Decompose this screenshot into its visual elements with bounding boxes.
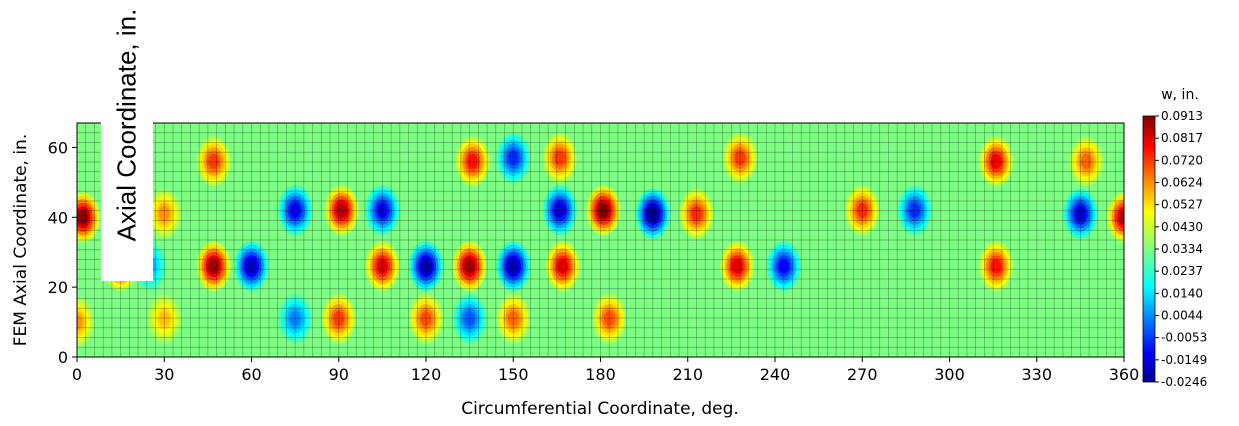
colorbar-tick-label: 0.0624 [1161, 176, 1203, 190]
field-extremum-9 [496, 241, 531, 292]
x-tick-label: 210 [672, 365, 703, 384]
y-axis-label: FEM Axial Coordinate, in. [11, 134, 31, 346]
field-extremum-36 [147, 293, 182, 344]
colorbar-tick-label: 0.0817 [1161, 131, 1203, 145]
colorbar-tick-label: 0.0140 [1161, 286, 1203, 300]
x-tick-label: 60 [241, 365, 261, 384]
field-extremum-23 [542, 132, 577, 183]
overlay-label-box [101, 0, 153, 281]
colorbar: 0.0913 0.0817 0.0720 0.0624 0.0527 0.0430 0.03… [1142, 109, 1207, 389]
field-extremum-21 [455, 136, 490, 187]
x-tick-label: 150 [498, 365, 529, 384]
y-tick-label: 40 [48, 208, 68, 227]
x-tick-label: 30 [154, 365, 174, 384]
x-tick-label: 240 [760, 365, 791, 384]
field-extremum-39 [545, 241, 580, 292]
field-extremum-17 [897, 185, 932, 236]
field-extremum-8 [452, 241, 487, 292]
colorbar-tick-label: -0.0053 [1161, 331, 1207, 345]
field-extremum-35 [77, 297, 94, 348]
field-extremum-0 [77, 192, 100, 243]
colorbar-title: w, in. [1161, 87, 1199, 103]
field-extremum-14 [720, 241, 755, 292]
field-extremum-11 [586, 185, 621, 236]
field-extremum-1 [147, 188, 182, 239]
x-tick-label: 330 [1021, 365, 1052, 384]
colorbar-tick-label: 0.0430 [1161, 220, 1203, 234]
field-extremum-38 [496, 293, 531, 344]
field-extremum-6 [365, 185, 400, 236]
colorbar-tick-label: 0.0720 [1161, 153, 1203, 167]
colorbar-tick-label: 0.0334 [1161, 242, 1203, 256]
colorbar-tick-label: -0.0246 [1161, 375, 1207, 389]
field-extremum-15 [766, 241, 801, 292]
axes: 0 30 60 90 120 150 180 210 240 270 300 330 360 0 20 40 6… [48, 122, 1140, 384]
field-extremum-4 [278, 185, 313, 236]
y-tick-label: 0 [58, 348, 68, 367]
x-tick-label: 360 [1109, 365, 1140, 384]
field-extremum-30 [321, 293, 356, 344]
plot-area [77, 123, 1124, 357]
field-extremum-18 [979, 241, 1014, 292]
field-extremum-3 [234, 241, 269, 292]
field-extremum-32 [365, 241, 400, 292]
colorbar-tick-label: 0.0044 [1161, 309, 1203, 323]
colorbar-tick-label: 0.0527 [1161, 198, 1203, 212]
field-extremum-27 [196, 136, 231, 187]
mesh-grid [77, 123, 1124, 357]
x-tick-label: 120 [411, 365, 442, 384]
colorbar-gradient [1142, 115, 1156, 383]
field-extremum-13 [679, 188, 714, 239]
field-extremum-10 [542, 185, 577, 236]
field-extremum-12 [635, 188, 670, 239]
x-tick-label: 270 [847, 365, 878, 384]
x-axis-label: Circumferential Coordinate, deg. [461, 399, 739, 419]
field-extremum-25 [979, 136, 1014, 187]
x-tick-label: 180 [585, 365, 616, 384]
colorbar-tick-label: 0.0237 [1161, 264, 1203, 278]
x-tick-label: 300 [934, 365, 965, 384]
field-extremum-19 [1063, 188, 1098, 239]
x-tick-label: 90 [329, 365, 349, 384]
field-extremum-24 [723, 132, 758, 183]
field-extremum-37 [452, 293, 487, 344]
field-extremum-20 [1107, 192, 1124, 243]
x-tick-label: 0 [72, 365, 82, 384]
colorbar-tick-label: -0.0149 [1161, 353, 1207, 367]
field-extremum-26 [1069, 136, 1104, 187]
field-extremum-33 [592, 293, 627, 344]
field-extremum-5 [324, 185, 359, 236]
field-extremum-16 [845, 185, 880, 236]
y-tick-label: 20 [48, 278, 68, 297]
field-extremum-2 [196, 241, 231, 292]
field-extremum-34 [278, 293, 313, 344]
field-extremum-22 [496, 132, 531, 183]
y-tick-label: 60 [48, 138, 68, 157]
field-extremum-31 [409, 293, 443, 344]
colorbar-tick-label: 0.0913 [1161, 109, 1203, 123]
overlay-axis-label: Axial Coordinate, in. [111, 8, 142, 242]
field-extremum-7 [409, 241, 443, 292]
